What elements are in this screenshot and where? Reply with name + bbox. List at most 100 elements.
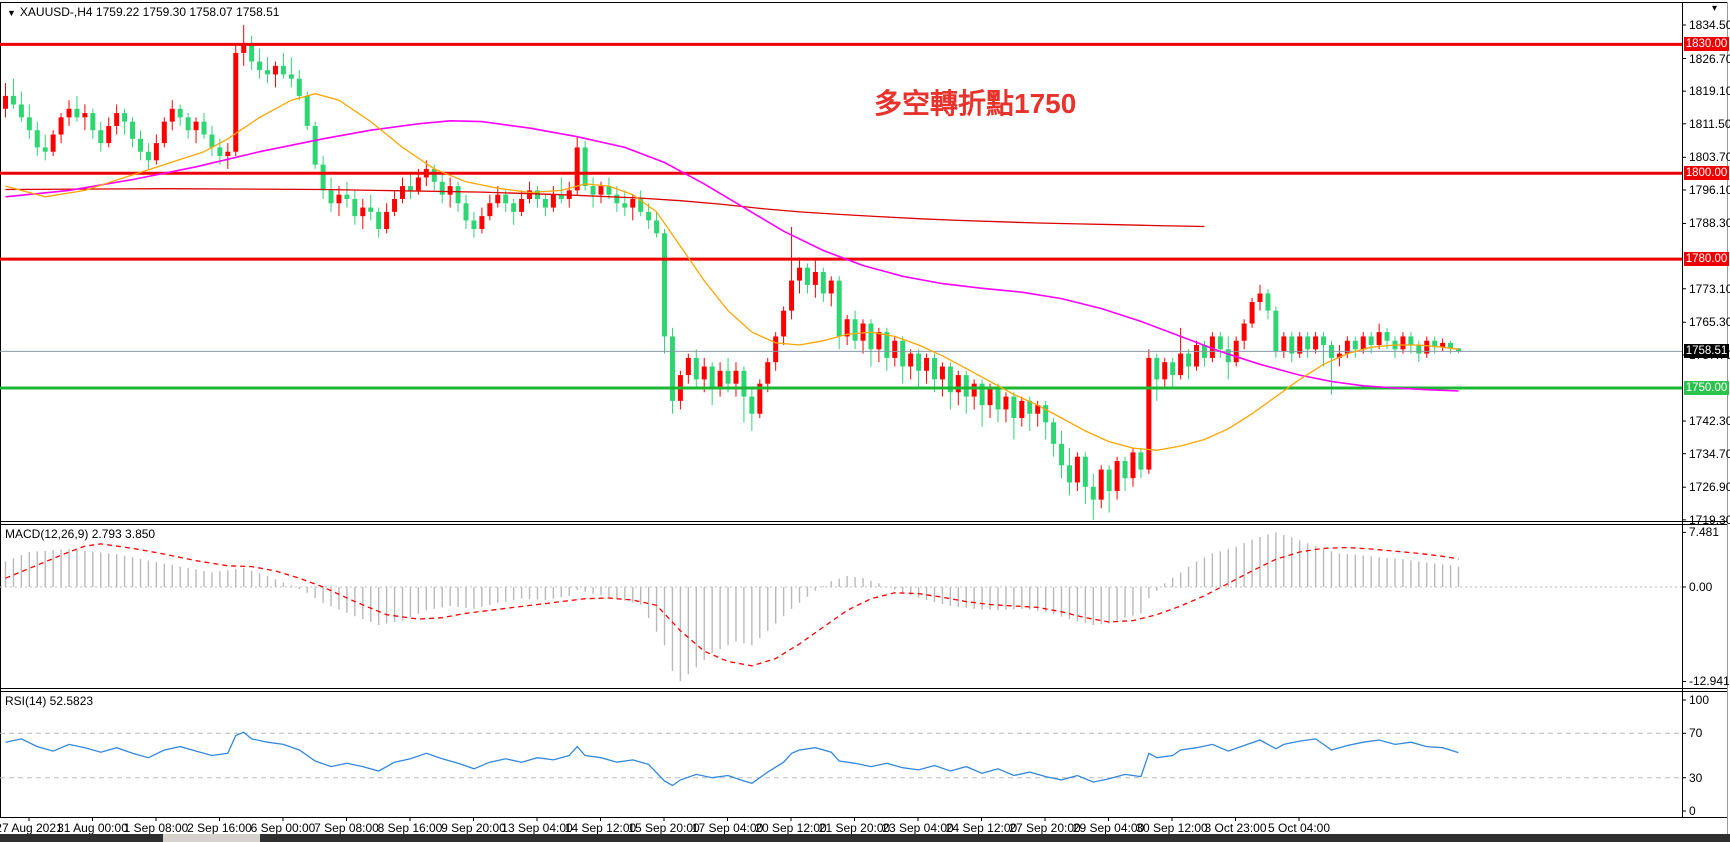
price-level-badge: 1758.51	[1684, 344, 1729, 359]
candle-body	[26, 117, 32, 131]
time-axis-label: 14 Sep 12:00	[564, 821, 637, 835]
candle-body	[1146, 357, 1152, 470]
macd-tick-label: 7.481	[1689, 525, 1720, 540]
candle-body	[376, 211, 382, 230]
candle-body	[757, 383, 763, 414]
macd-signal-line	[5, 543, 1459, 667]
candle-body	[836, 280, 842, 337]
candle-body	[717, 370, 723, 388]
macd-tick-label: 0.00	[1689, 580, 1713, 594]
rsi-line	[5, 731, 1459, 787]
candle-body	[344, 194, 350, 199]
candle-body	[693, 357, 699, 380]
candle-body	[1066, 465, 1072, 483]
candle-body	[447, 186, 453, 195]
candle-body	[249, 44, 255, 62]
candle-body	[3, 95, 8, 109]
candle-body	[288, 74, 294, 79]
ohlc-info: ▼ XAUUSD-,H4 1759.22 1759.30 1758.07 1758…	[7, 5, 279, 19]
candle-body	[1384, 332, 1390, 341]
candle-body	[320, 164, 326, 191]
candle-body	[169, 108, 175, 122]
time-axis-label: 15 Sep 20:00	[628, 821, 700, 835]
candle-body	[1313, 336, 1319, 350]
candle-body	[741, 370, 747, 397]
time-axis-label: 2 Sep 16:00	[187, 821, 252, 835]
price-level-badge: 1750.00	[1684, 380, 1729, 395]
candle-body	[312, 125, 318, 165]
candle-body	[137, 138, 143, 152]
candle-body	[368, 207, 374, 212]
candle-body	[1305, 336, 1311, 350]
time-axis-label: 21 Sep 20:00	[818, 821, 891, 835]
candle-body	[272, 65, 278, 75]
candle-body	[209, 134, 215, 148]
candle-body	[122, 113, 128, 122]
candle-body	[161, 121, 167, 144]
candle-body	[1130, 452, 1136, 479]
symbol-dropdown-icon[interactable]: ▼	[7, 8, 16, 18]
candle-body	[701, 366, 707, 380]
time-axis-label: 20 Sep 12:00	[755, 821, 827, 835]
candle-body	[1217, 336, 1223, 350]
candle-body	[1019, 400, 1025, 419]
candle-body	[1241, 323, 1247, 341]
candle-body	[1082, 456, 1088, 487]
candle-body	[614, 194, 620, 204]
rsi-tick-label: 30	[1689, 770, 1703, 785]
time-axis-label: 30 Sep 12:00	[1136, 821, 1208, 835]
candle-body	[280, 65, 286, 75]
candle-body	[1432, 340, 1438, 348]
candle-body	[939, 366, 945, 380]
time-axis-label: 1 Sep 08:00	[123, 821, 189, 835]
candle-body	[1424, 340, 1430, 354]
candle-body	[1352, 340, 1358, 350]
time-axis-label: 5 Oct 04:00	[1267, 821, 1331, 835]
candle-body	[1400, 336, 1406, 350]
candle-body	[1098, 469, 1104, 500]
candle-body	[1265, 293, 1271, 311]
candle-body	[74, 108, 80, 118]
candle-body	[1114, 460, 1120, 492]
candle-body	[797, 267, 802, 281]
candle-body	[1297, 336, 1303, 354]
time-axis-label: 7 Sep 08:00	[314, 821, 379, 835]
candle-body	[733, 370, 739, 384]
candle-body	[471, 220, 477, 230]
candle-body	[900, 340, 906, 367]
candle-body	[916, 353, 922, 371]
price-tick-label: 1726.90	[1689, 480, 1730, 495]
time-axis-label: 27 Aug 2021	[0, 821, 63, 835]
time-axis-label: 23 Sep 04:00	[882, 821, 954, 835]
candle-body	[193, 121, 199, 131]
candle-body	[463, 203, 469, 221]
candle-body	[479, 216, 485, 230]
candle-body	[400, 186, 405, 199]
ma-slow-magenta-line	[5, 119, 1459, 392]
candle-body	[527, 190, 533, 199]
candle-body	[1154, 357, 1160, 380]
candle-body	[955, 375, 961, 393]
candle-body	[765, 362, 771, 384]
candle-body	[804, 267, 810, 285]
candle-body	[1408, 336, 1414, 346]
candle-body	[1376, 332, 1382, 346]
candle-body	[622, 203, 628, 208]
price-tick-label: 1765.30	[1689, 315, 1730, 330]
rsi-tick-label: 70	[1689, 726, 1703, 741]
candle-body	[947, 366, 953, 393]
candle-body	[820, 271, 826, 294]
candle-body	[18, 104, 24, 118]
taskbar-strip-segment	[163, 834, 260, 842]
chart-menu-icon[interactable]: ▾	[1712, 3, 1718, 14]
candle-body	[1027, 400, 1033, 414]
candle-body	[1186, 353, 1192, 367]
ma-long-red-line	[5, 188, 1205, 228]
candle-body	[789, 280, 795, 311]
candle-body	[177, 108, 183, 118]
candle-body	[844, 319, 850, 337]
candle-body	[1289, 336, 1295, 354]
candle-body	[550, 194, 556, 208]
time-axis-label: 31 Aug 00:00	[57, 821, 128, 835]
